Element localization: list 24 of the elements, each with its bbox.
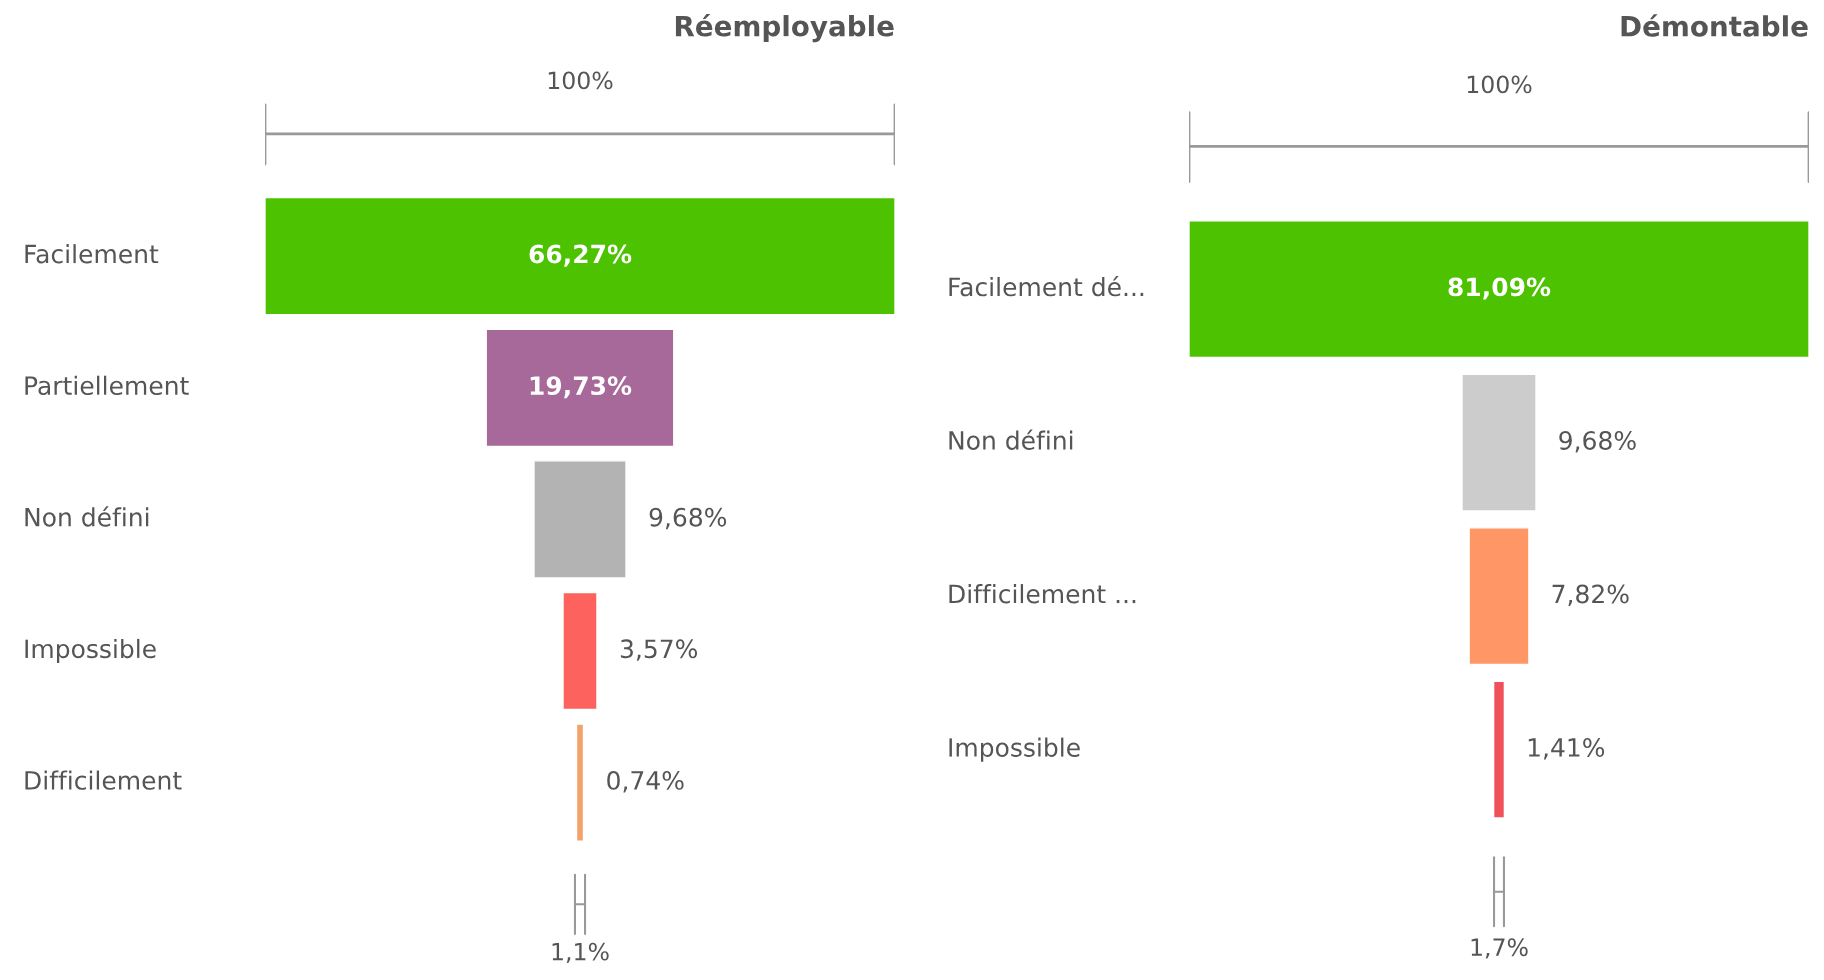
category-label: Facilement bbox=[25, 244, 159, 264]
category-label: Partiellement bbox=[25, 375, 189, 396]
text: 100% bbox=[548, 71, 613, 90]
data-label: 7,82% bbox=[1552, 584, 1629, 606]
text: 1,7% bbox=[1471, 938, 1528, 959]
category-label: Impossible bbox=[949, 737, 1080, 762]
data-label: 66,27% bbox=[529, 244, 632, 267]
data-label: 1,41% bbox=[1528, 738, 1605, 760]
data-label: 9,68% bbox=[1559, 430, 1636, 453]
text: 100% bbox=[1467, 75, 1532, 94]
text: Démontable bbox=[1621, 14, 1808, 37]
data-label: 9,68% bbox=[649, 507, 727, 530]
category-label: Difficilement ... bbox=[949, 584, 1136, 604]
text: Réemployable bbox=[675, 13, 894, 43]
category-label: Impossible bbox=[25, 638, 156, 664]
data-label: 0,74% bbox=[607, 770, 684, 793]
category-label: Facilement dé... bbox=[949, 276, 1144, 297]
data-label: 81,09% bbox=[1448, 277, 1551, 300]
text: 1,1% bbox=[552, 942, 609, 963]
data-label: 19,73% bbox=[530, 376, 632, 399]
category-label: Non défini bbox=[949, 429, 1073, 450]
category-label: Non défini bbox=[25, 506, 149, 527]
category-label: Difficilement bbox=[25, 770, 182, 790]
data-label: 3,57% bbox=[620, 639, 698, 661]
